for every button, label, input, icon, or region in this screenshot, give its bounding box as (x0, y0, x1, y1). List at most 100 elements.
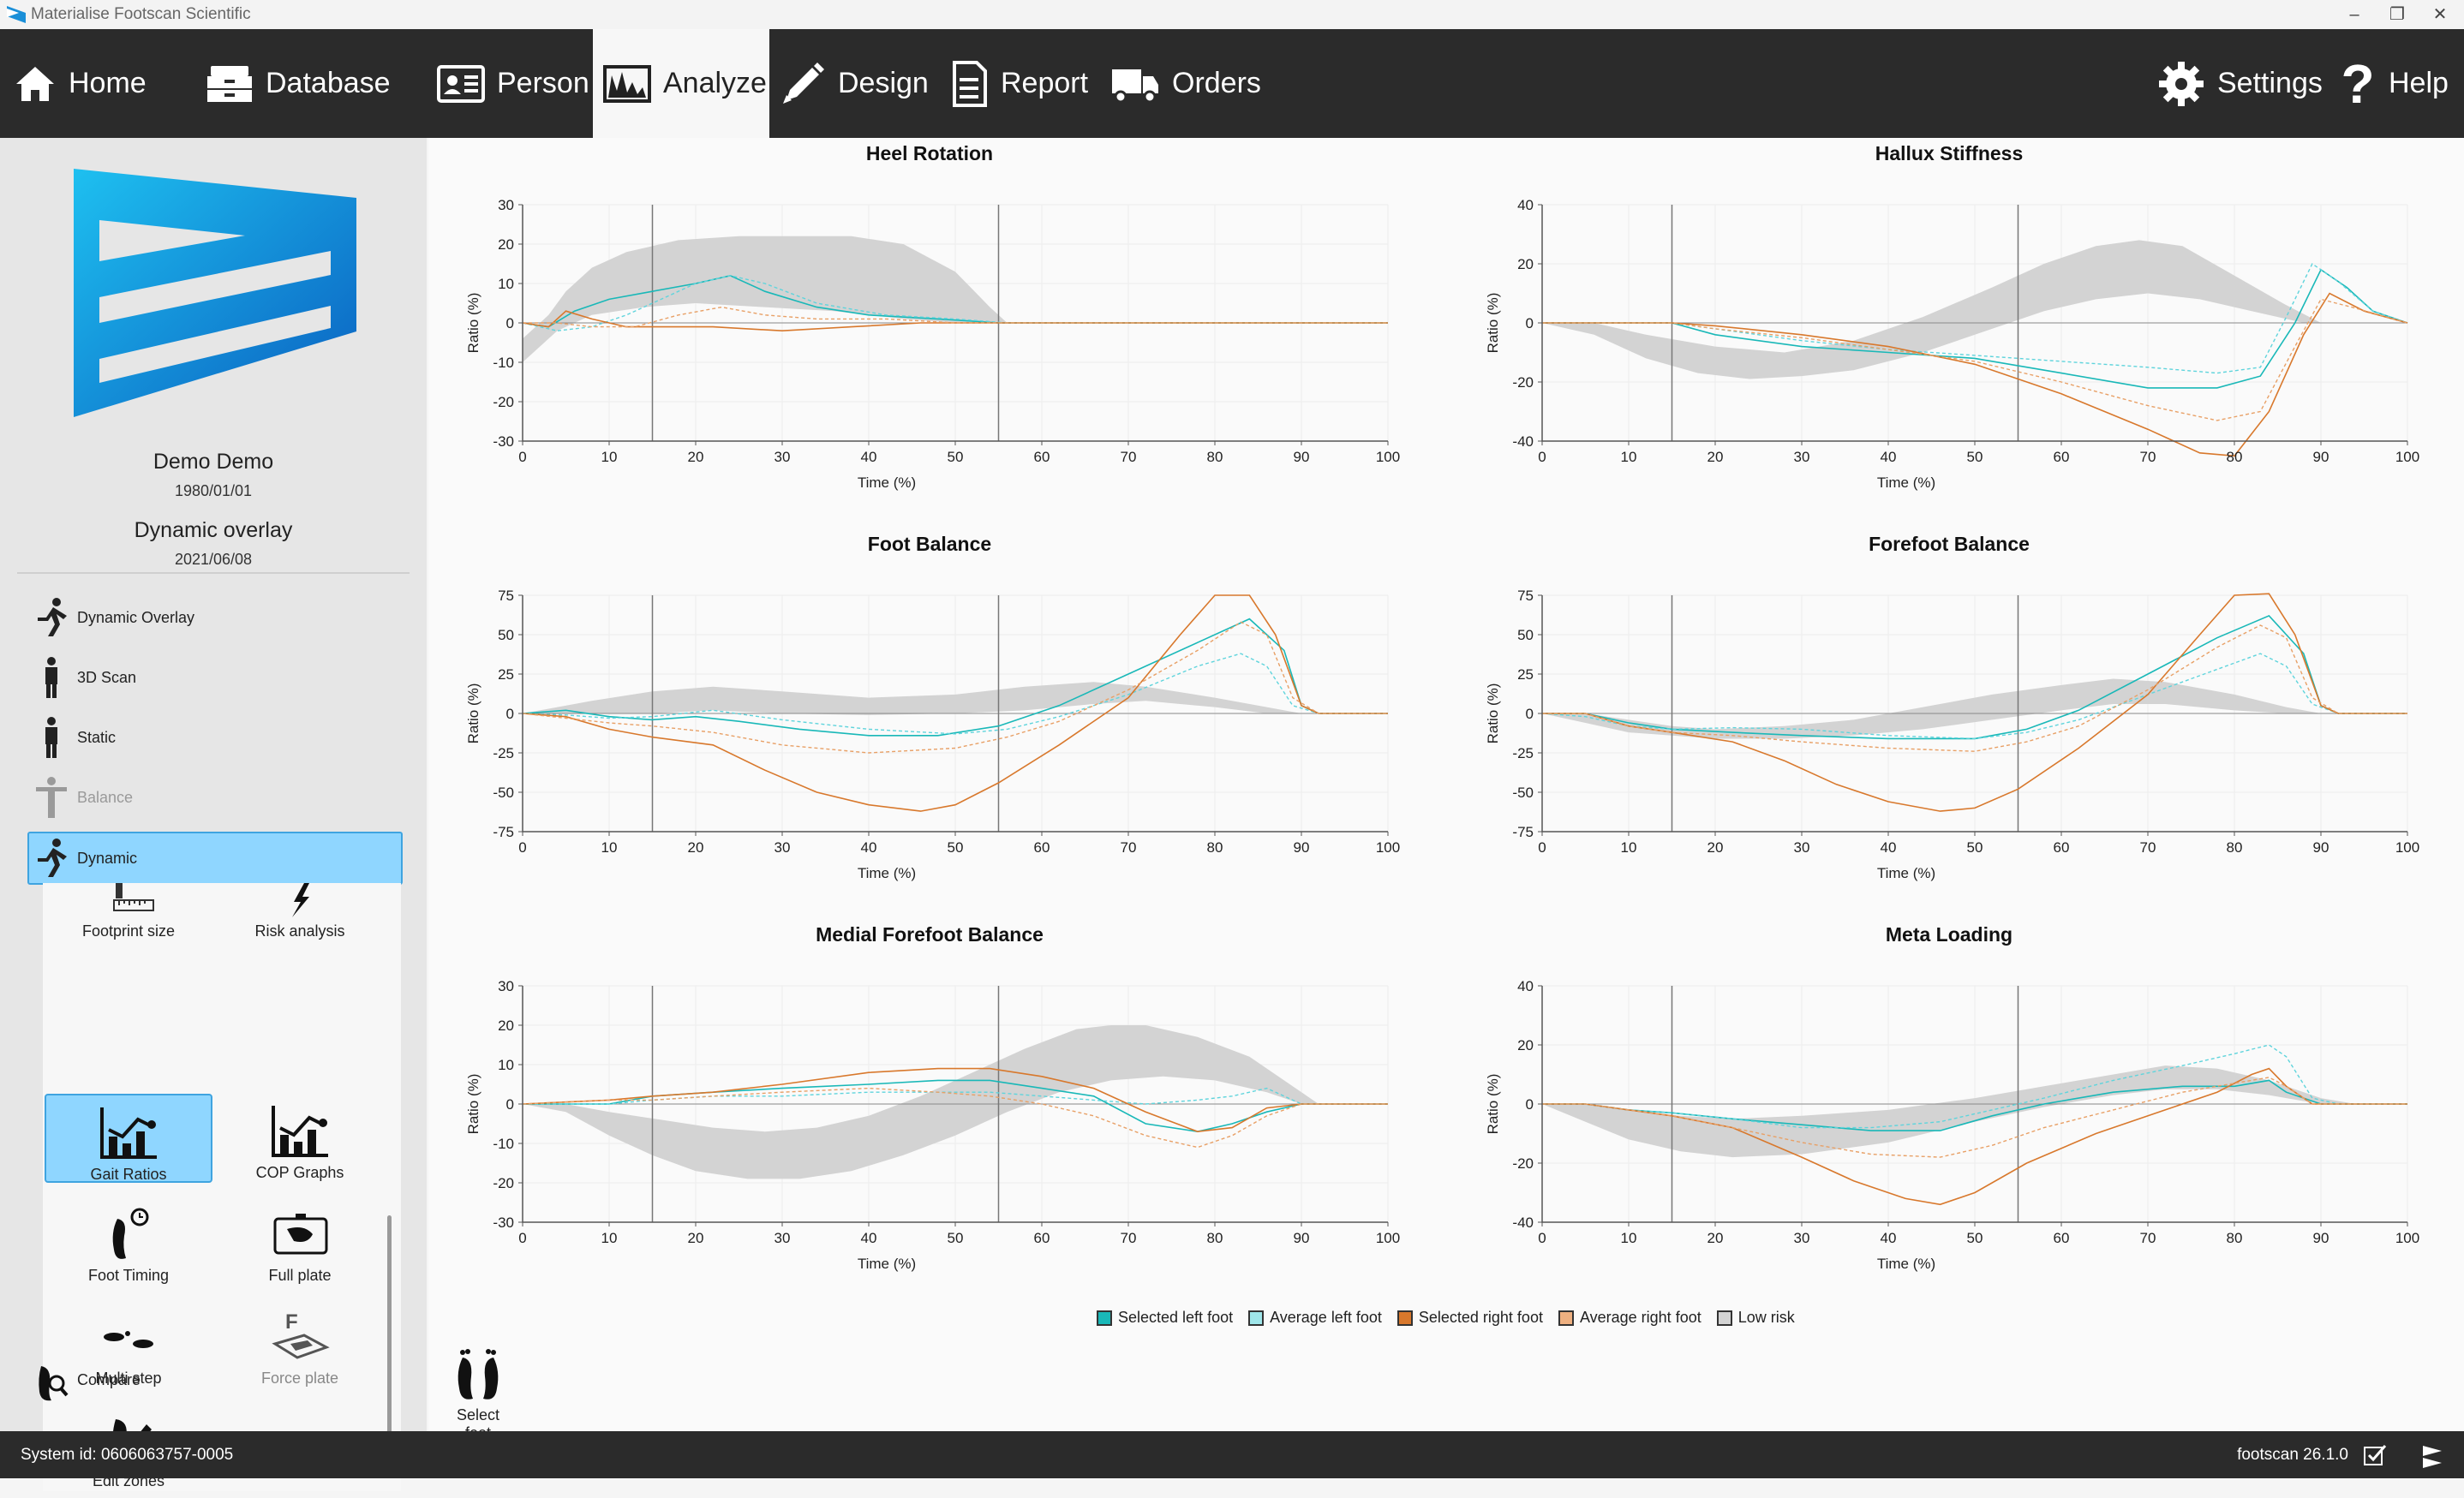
y-axis-label: Ratio (%) (465, 683, 481, 744)
x-tick-label: 70 (2140, 839, 2156, 856)
x-tick-label: 40 (1881, 449, 1897, 465)
window-title: Materialise Footscan Scientific (31, 5, 251, 23)
submode-full-plate[interactable]: Full plate (216, 1207, 384, 1292)
legend-average-left[interactable]: Average left foot (1248, 1309, 1382, 1327)
y-tick-label: 30 (498, 978, 514, 994)
x-tick-label: 20 (1707, 1230, 1724, 1246)
y-tick-label: 50 (1517, 627, 1534, 643)
bar-chart-trend-icon (100, 1107, 157, 1159)
x-tick-label: 30 (774, 449, 791, 465)
x-tick-label: 80 (2227, 839, 2243, 856)
dynamic-submodes-panel: Footprint size Risk analysis Gait Ratios… (43, 883, 401, 1491)
chart-title: Forefoot Balance (1869, 533, 2030, 555)
home-icon (16, 66, 54, 101)
x-tick-label: 30 (774, 839, 791, 856)
legend-selected-right[interactable]: Selected right foot (1396, 1309, 1543, 1327)
nav-analyze[interactable]: Analyze (593, 29, 769, 138)
app-logo-icon (7, 6, 26, 23)
nav-database[interactable]: Database (206, 29, 391, 138)
chart-hallux-stiffness: Hallux Stiffness 0 10 20 30 40 50 60 70 80 90 100 40… (1485, 142, 2419, 491)
footscan-logo-icon (2423, 1446, 2442, 1468)
y-tick-label: 25 (1517, 666, 1534, 683)
legend-average-right[interactable]: Average right foot (1558, 1309, 1701, 1327)
close-button[interactable]: ✕ (2432, 5, 2448, 24)
y-axis-label: Ratio (%) (1485, 683, 1501, 744)
help-question-icon: ? (2341, 58, 2374, 110)
series-line-left-avg (1542, 262, 2408, 374)
series-line-right (1542, 292, 2408, 457)
mode-3d-scan[interactable]: 3D Scan (34, 652, 136, 703)
status-bar: System id: 0606063757-0005 footscan 26.1… (0, 1431, 2464, 1478)
mode-static[interactable]: Static (34, 712, 116, 763)
chart-title: Hallux Stiffness (1875, 142, 2024, 164)
x-tick-label: 60 (1034, 839, 1050, 856)
submode-multi-step[interactable]: Multi step (45, 1310, 212, 1395)
x-tick-label: 40 (1881, 839, 1897, 856)
series-line-right (522, 594, 1388, 812)
x-tick-label: 50 (948, 839, 964, 856)
series-line-right (1542, 1067, 2407, 1206)
mode-dynamic-overlay[interactable]: Dynamic Overlay (34, 592, 194, 643)
submode-gait-ratios[interactable]: Gait Ratios (45, 1094, 212, 1183)
submode-foot-timing[interactable]: Foot Timing (45, 1207, 212, 1292)
select-feet-button[interactable]: Select feet (444, 1346, 512, 1442)
y-tick-label: 10 (498, 276, 514, 292)
nav-orders[interactable]: Orders (1110, 29, 1261, 138)
x-tick-label: 50 (1967, 449, 1983, 465)
legend-selected-left[interactable]: Selected left foot (1097, 1309, 1233, 1327)
low-risk-band (523, 1025, 1388, 1179)
x-tick-label: 0 (1538, 449, 1546, 465)
mode-dynamic-overlay-label: Dynamic Overlay (77, 608, 195, 626)
y-tick-label: 0 (1526, 315, 1534, 331)
x-tick-label: 0 (518, 839, 526, 856)
submode-risk-analysis[interactable]: Risk analysis (216, 883, 384, 969)
title-bar: Materialise Footscan Scientific – ❐ ✕ (0, 0, 2464, 30)
x-tick-label: 10 (601, 1230, 618, 1246)
y-tick-label: 10 (498, 1057, 514, 1073)
x-tick-label: 100 (1376, 1230, 1400, 1246)
nav-report[interactable]: Report (951, 29, 1088, 138)
nav-help[interactable]: ? Help (2339, 29, 2448, 138)
y-tick-label: 20 (498, 236, 514, 253)
y-axis-label: Ratio (%) (465, 1074, 481, 1135)
running-person-icon (38, 598, 67, 636)
y-tick-label: -40 (1512, 1215, 1534, 1231)
submode-multi-step-label: Multi step (95, 1370, 162, 1387)
x-tick-label: 0 (1538, 839, 1546, 856)
y-tick-label: -30 (493, 1215, 514, 1231)
submode-cop-graphs[interactable]: COP Graphs (216, 1104, 384, 1190)
minimize-button[interactable]: – (2349, 5, 2359, 24)
x-tick-label: 0 (518, 1230, 526, 1246)
nav-home-label: Home (69, 67, 147, 99)
mode-compare[interactable]: Compare (34, 1354, 141, 1405)
nav-design[interactable]: Design (780, 29, 929, 138)
submode-footprint-size[interactable]: Footprint size (45, 883, 212, 969)
x-tick-label: 40 (861, 839, 877, 856)
x-tick-label: 90 (2313, 449, 2329, 465)
foot-stopwatch-icon (112, 1208, 149, 1259)
chart-title: Foot Balance (868, 533, 991, 555)
checkbox-checked-icon[interactable] (2363, 1442, 2387, 1466)
submode-scrollbar[interactable] (387, 1215, 392, 1468)
x-tick-label: 60 (2054, 1230, 2070, 1246)
x-tick-label: 50 (1967, 839, 1983, 856)
nav-settings-label: Settings (2217, 67, 2323, 99)
legend-swatch (1716, 1310, 1732, 1326)
nav-person[interactable]: Person (437, 29, 589, 138)
chart-medial-forefoot-balance: Medial Forefoot Balance 0 10 20 30 40 50 60 70 80… (465, 923, 1400, 1272)
y-tick-label: -75 (1512, 824, 1534, 840)
x-tick-label: 20 (1707, 449, 1724, 465)
mode-dynamic[interactable]: Dynamic (27, 832, 403, 885)
legend-low-risk[interactable]: Low risk (1716, 1309, 1795, 1327)
nav-settings[interactable]: Settings (2157, 29, 2323, 138)
y-tick-label: 75 (498, 588, 514, 604)
restore-button[interactable]: ❐ (2389, 5, 2405, 24)
x-tick-label: 50 (948, 449, 964, 465)
y-tick-label: -50 (1512, 785, 1534, 801)
system-id: System id: 0606063757-0005 (21, 1446, 234, 1464)
y-tick-label: 40 (1517, 978, 1534, 994)
nav-home[interactable]: Home (14, 29, 147, 138)
y-tick-label: 50 (498, 627, 514, 643)
y-axis-label: Ratio (%) (465, 293, 481, 354)
main-content: Heel Rotation 0 10 20 30 40 50 60 70 80 90 100 30 20 1… (428, 138, 2464, 1441)
